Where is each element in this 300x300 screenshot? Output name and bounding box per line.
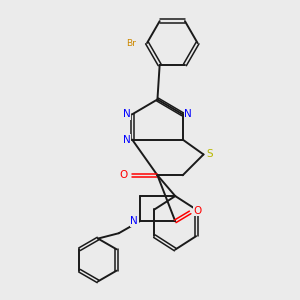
Text: N: N — [123, 135, 131, 145]
Text: N: N — [123, 109, 131, 119]
Text: Br: Br — [126, 38, 136, 47]
Text: O: O — [194, 206, 202, 216]
Text: S: S — [206, 149, 213, 160]
Text: O: O — [120, 170, 128, 180]
Text: N: N — [130, 216, 138, 226]
Text: N: N — [184, 109, 192, 119]
